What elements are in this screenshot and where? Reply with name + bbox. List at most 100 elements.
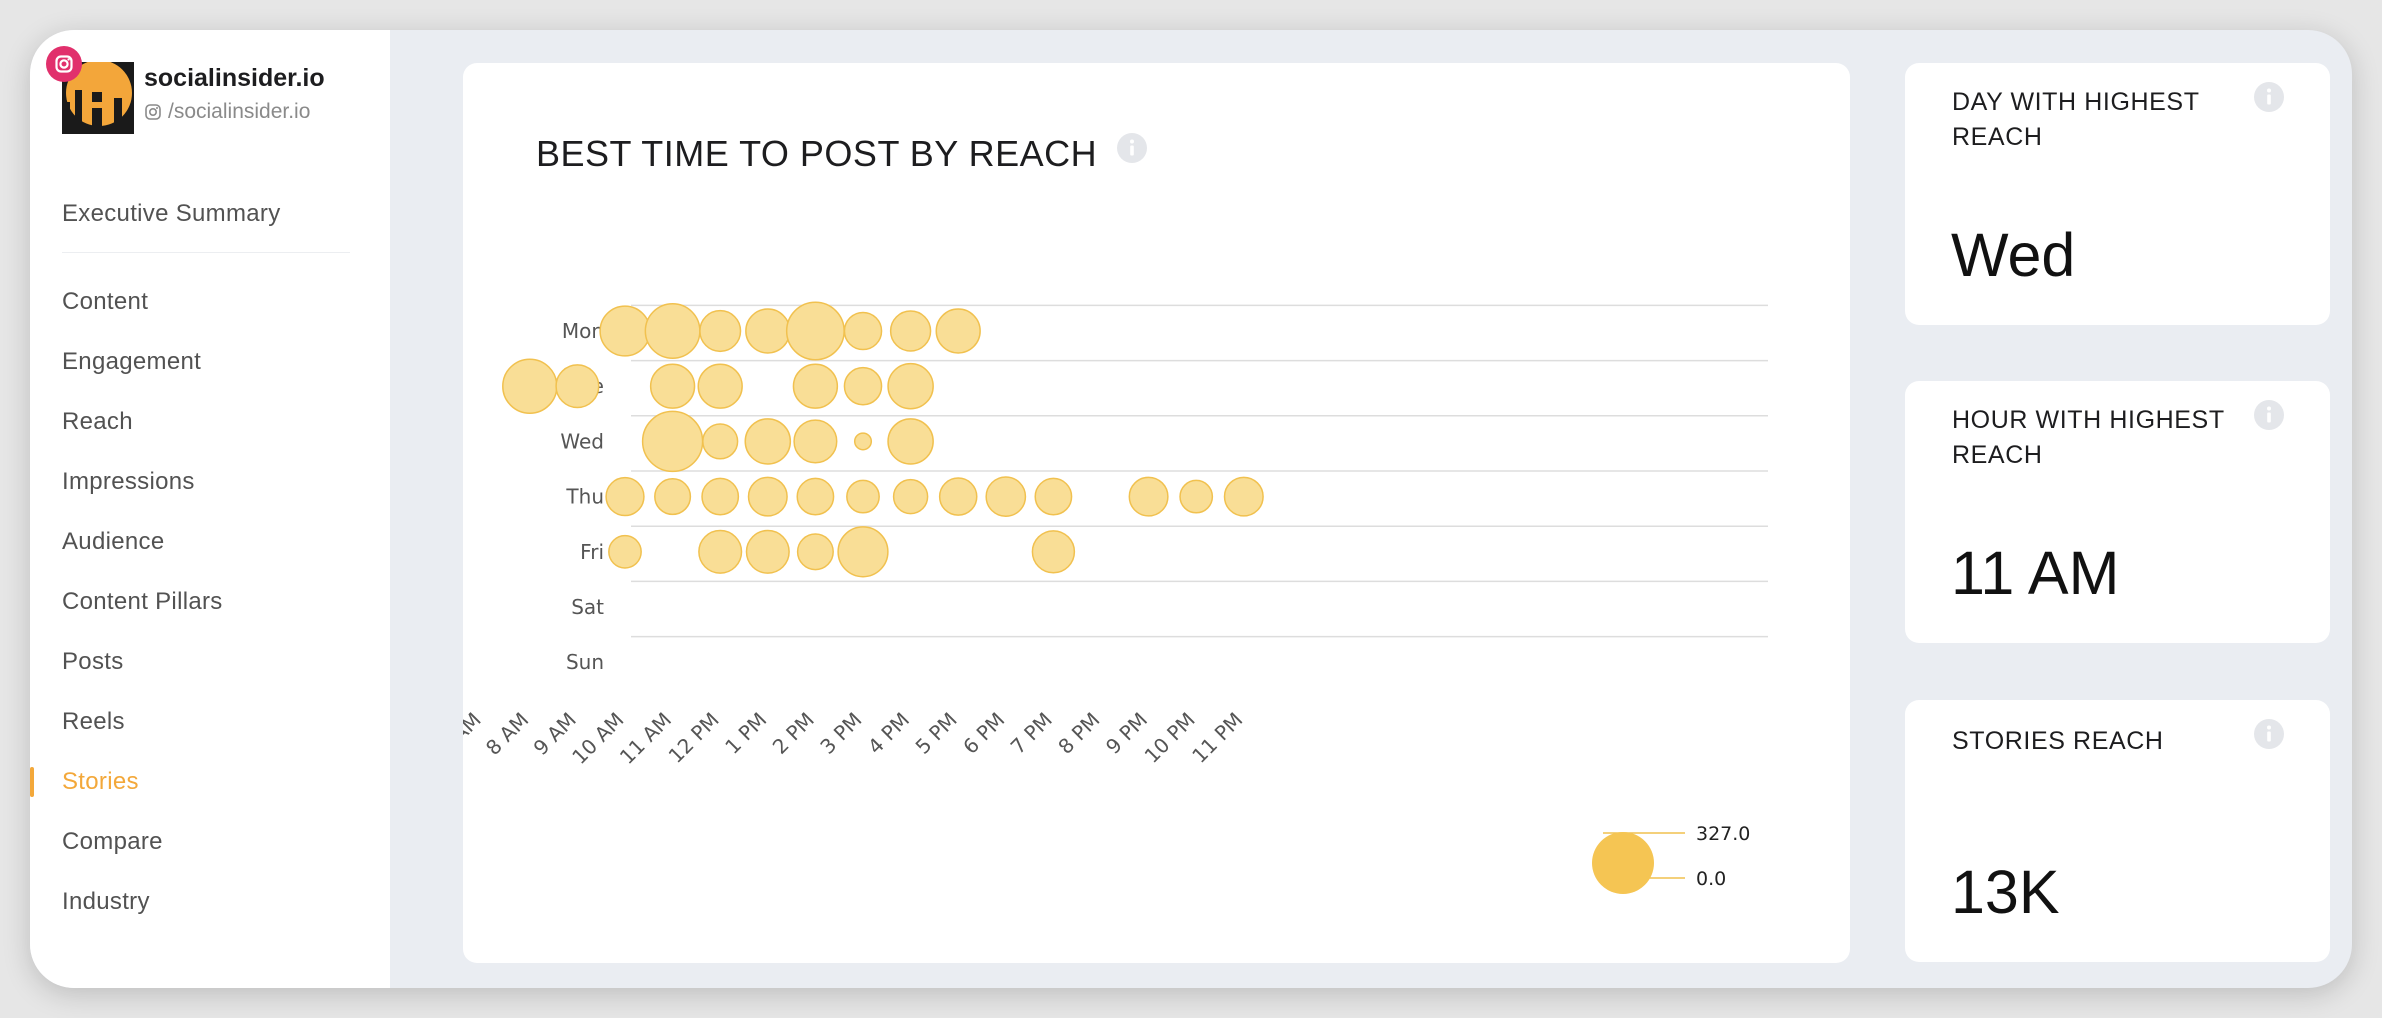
x-tick-label: 1 PM [720,708,771,759]
bubble [889,310,932,352]
bubble [747,476,788,517]
bubble [701,477,740,516]
sidebar-item-posts[interactable]: Posts [62,648,124,675]
app-window: socialinsider.io /socialinsider.io Execu… [30,30,2352,988]
sidebar-item-impressions[interactable]: Impressions [62,468,195,495]
bubble [599,305,651,357]
sidebar-item-industry[interactable]: Industry [62,888,150,915]
x-tick-label: 11 PM [1187,708,1247,768]
y-tick-label: Sun [566,650,604,674]
sidebar-item-content[interactable]: Content [62,288,149,315]
info-icon[interactable] [2254,400,2284,430]
sidebar-item-reach[interactable]: Reach [62,408,133,435]
bubble [985,476,1027,517]
bubble [938,477,978,516]
bubble [853,432,873,451]
sidebar-nav: Executive Summary Content Engagement Rea… [30,184,390,932]
best-time-chart-card: MonTueWedThuFriSatSun12 AM1 AM2 AM3 AM4 … [463,63,1850,963]
bubble [1034,477,1073,516]
sidebar-item-content-pillars[interactable]: Content Pillars [62,588,223,615]
bubble [843,366,883,406]
x-tick-label: 3 PM [815,708,866,759]
x-tick-label: 4 PM [863,708,914,759]
bubble [843,311,883,351]
sidebar-item-executive-summary[interactable]: Executive Summary [62,200,281,227]
info-icon[interactable] [2254,719,2284,749]
legend-min-label: 0.0 [1696,868,1726,890]
y-tick-label: Mon [562,319,604,343]
bubble-chart: MonTueWedThuFriSatSun12 AM1 AM2 AM3 AM4 … [463,301,1768,894]
x-tick-label: 8 PM [1053,708,1104,759]
bubble [846,479,880,514]
x-tick-label: 5 PM [911,708,962,759]
bubble [793,419,838,464]
bubble [644,302,701,360]
bubble [1128,476,1169,517]
bubble [792,363,839,409]
stat-card-day: DAY WITH HIGHEST REACH Wed [1905,63,2330,325]
stat-title: STORIES REACH [1952,727,2164,755]
stat-value: Wed [1951,221,2076,289]
stat-title: HOUR WITH HIGHEST REACH [1952,406,2225,469]
bubble [887,418,934,465]
x-tick-label: 7 PM [1006,708,1057,759]
bubble [702,423,739,460]
bubble [745,308,791,354]
bubble [699,309,742,353]
bubble [605,476,645,517]
sidebar-item-compare[interactable]: Compare [62,828,163,855]
profile-handle: /socialinsider.io [144,100,310,124]
info-icon[interactable] [1117,133,1148,163]
legend-bubble [1592,832,1654,894]
x-tick-label: 10 AM [567,708,628,769]
bubble [796,533,834,571]
chart-title: BEST TIME TO POST BY REACH [536,133,1148,175]
instagram-small-icon [145,104,161,120]
stat-card-hour: HOUR WITH HIGHEST REACH 11 AM [1905,381,2330,643]
x-tick-label: 6 PM [958,708,1009,759]
bubble [641,410,704,473]
bubble [502,358,558,414]
bubble [1223,476,1264,517]
x-tick-label: 12 PM [664,708,724,768]
stat-title: DAY WITH HIGHEST REACH [1952,88,2200,151]
stat-card-stories-reach: STORIES REACH 13K [1905,700,2330,962]
info-icon[interactable] [2254,82,2284,112]
y-tick-label: Fri [580,540,604,564]
x-tick-label: 10 PM [1140,708,1200,768]
sidebar-item-audience[interactable]: Audience [62,528,165,555]
x-tick-label: 8 AM [481,708,533,760]
bubble [1031,530,1076,574]
sidebar-item-engagement[interactable]: Engagement [62,348,202,375]
profile-handle-text: /socialinsider.io [168,100,311,123]
sidebar-divider [62,252,350,253]
bubble [935,308,981,354]
y-tick-label: Sat [571,595,604,619]
sidebar-item-stories[interactable]: Stories [30,752,390,812]
stat-value: 13K [1951,858,2060,926]
bubble [785,301,845,361]
profile-name: socialinsider.io [144,64,325,92]
bubble [697,363,743,409]
bubble [608,534,642,569]
bubble [744,418,792,465]
x-tick-label: 2 PM [768,708,819,759]
sidebar: socialinsider.io /socialinsider.io Execu… [30,30,390,988]
bubble [892,478,929,515]
bubble [745,529,790,574]
x-tick-label: 11 AM [615,708,676,769]
bubble [649,363,696,409]
bubble [837,526,889,578]
instagram-icon [46,46,82,82]
bubble [555,364,600,409]
y-tick-label: Wed [560,429,604,453]
y-tick-label: Thu [565,485,604,509]
chart-title-text: BEST TIME TO POST BY REACH [536,133,1098,174]
bubble [698,529,743,574]
legend-max-label: 327.0 [1696,823,1750,845]
sidebar-item-reels[interactable]: Reels [62,708,125,735]
bubble [1179,479,1214,514]
bubble [654,478,692,516]
stat-value: 11 AM [1951,539,2120,607]
x-tick-label: 7 AM [463,708,486,760]
